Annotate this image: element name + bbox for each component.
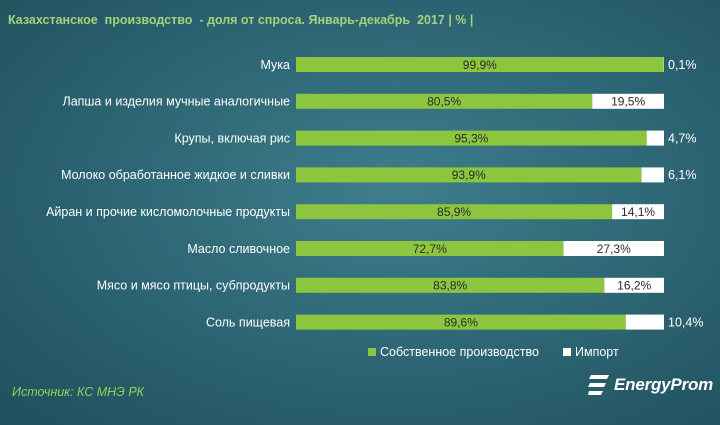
category-label: Соль пищевая xyxy=(206,315,290,329)
bar-import xyxy=(612,204,664,220)
data-label-own: 93,9% xyxy=(452,168,486,182)
source-note: Источник: КС МНЭ РК xyxy=(12,385,145,399)
data-label-import: 14,1% xyxy=(621,205,655,219)
category-label: Айран и прочие кисломолочные продукты xyxy=(46,205,290,219)
data-label-own: 99,9% xyxy=(463,58,497,72)
bar-import xyxy=(563,241,664,256)
legend-label: Импорт xyxy=(575,345,619,359)
bar-own-production xyxy=(296,204,613,220)
energyprom-logo-icon xyxy=(588,375,609,395)
category-label: Молоко обработанное жидкое и сливки xyxy=(61,168,290,182)
legend-swatch xyxy=(368,348,376,356)
data-label-import: 4,7% xyxy=(668,131,697,145)
data-label-import: 10,4% xyxy=(668,315,703,329)
data-label-import: 16,2% xyxy=(617,279,651,293)
bar-own-production xyxy=(296,314,626,330)
data-label-import: 0,1% xyxy=(668,58,697,72)
bar-own-production xyxy=(296,93,593,109)
legend-swatch xyxy=(563,348,571,356)
category-label: Лапша и изделия мучные аналогичные xyxy=(62,95,290,109)
logo-text: EnergyProm xyxy=(614,375,714,394)
category-label: Мука xyxy=(261,58,291,72)
data-label-import: 19,5% xyxy=(611,95,645,109)
data-label-import: 6,1% xyxy=(668,168,697,182)
category-label: Крупы, включая рис xyxy=(174,131,290,145)
data-label-own: 83,8% xyxy=(433,279,467,293)
legend-label: Собственное производство xyxy=(380,345,539,359)
bar-own-production xyxy=(296,241,564,256)
category-label: Масло сливочное xyxy=(187,242,290,256)
data-label-own: 95,3% xyxy=(454,131,488,145)
category-label: Мясо и мясо птицы, субпродукты xyxy=(97,279,290,293)
bar-import xyxy=(625,314,664,330)
data-label-own: 89,6% xyxy=(444,315,478,329)
bar-own-production xyxy=(296,277,605,293)
bar-import xyxy=(592,93,664,109)
bar-own-production xyxy=(296,167,642,183)
bar-own-production xyxy=(296,130,647,146)
bar-own-production xyxy=(296,57,664,72)
data-label-own: 80,5% xyxy=(427,95,461,109)
chart-title: Казахстанское производство - доля от спр… xyxy=(8,13,474,27)
data-label-import: 27,3% xyxy=(597,242,631,256)
bar-import xyxy=(641,167,664,183)
energyprom-logo: EnergyProm xyxy=(588,375,713,395)
data-label-own: 85,9% xyxy=(437,205,471,219)
bar-import xyxy=(604,277,664,293)
bar-import xyxy=(646,130,664,146)
data-label-own: 72,7% xyxy=(413,242,447,256)
